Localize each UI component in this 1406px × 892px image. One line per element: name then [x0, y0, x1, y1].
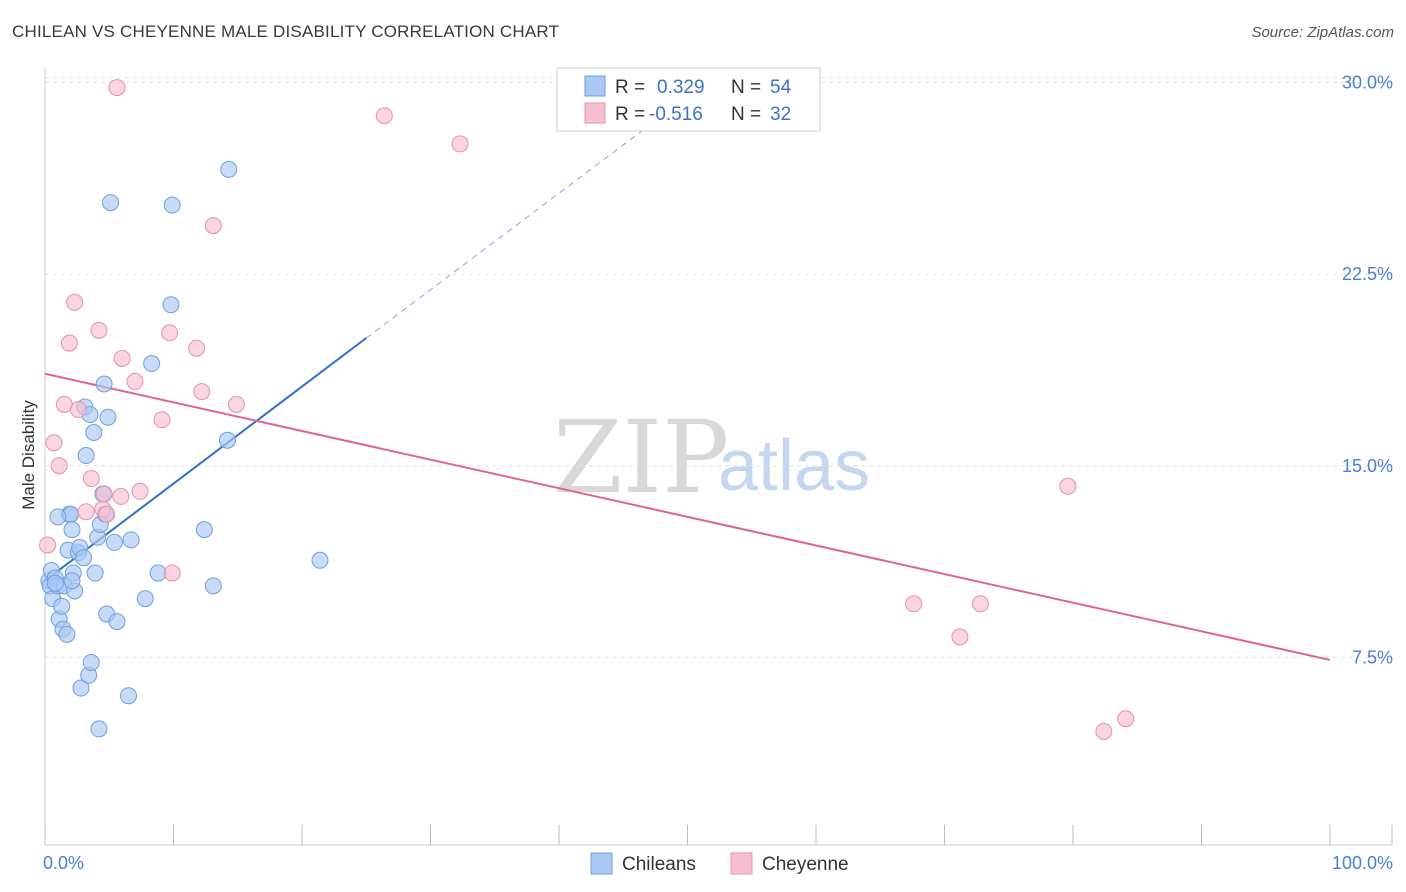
point-cheyenne [131, 482, 149, 500]
point-chileans [311, 551, 329, 569]
point-cheyenne [193, 383, 211, 401]
point-chileans [120, 687, 138, 705]
point-chileans [53, 597, 71, 615]
y-tick-label: 30.0% [1342, 73, 1393, 93]
point-chileans [108, 613, 126, 631]
point-chileans [63, 521, 81, 539]
point-chileans [46, 574, 64, 592]
point-cheyenne [60, 334, 78, 352]
point-cheyenne [161, 324, 179, 342]
point-cheyenne [1059, 477, 1077, 495]
trend-line-cheyenne [44, 372, 1331, 661]
point-cheyenne [113, 349, 131, 367]
legend-swatch-chileans [584, 75, 606, 97]
point-cheyenne [50, 457, 68, 475]
watermark-zip: ZIP [553, 399, 729, 516]
point-chileans [49, 508, 67, 526]
point-chileans [105, 533, 123, 551]
data-points [39, 79, 1135, 740]
point-cheyenne [77, 503, 95, 521]
bottom-legend: Chileans Cheyenne [590, 852, 849, 875]
point-cheyenne [66, 293, 84, 311]
point-chileans [90, 720, 108, 738]
point-chileans [95, 375, 113, 393]
point-chileans [163, 196, 181, 214]
point-chileans [220, 160, 238, 178]
point-chileans [149, 564, 167, 582]
bottom-legend-swatch-chileans [590, 852, 613, 875]
point-cheyenne [98, 505, 116, 523]
point-chileans [86, 564, 104, 582]
point-chileans [72, 679, 90, 697]
point-cheyenne [971, 595, 989, 613]
grid-lines [45, 77, 1392, 658]
point-chileans [99, 408, 117, 426]
point-cheyenne [188, 339, 206, 357]
point-cheyenne [204, 217, 222, 235]
point-cheyenne [55, 395, 73, 413]
point-cheyenne [108, 79, 126, 97]
point-chileans [204, 577, 222, 595]
point-cheyenne [112, 487, 130, 505]
point-cheyenne [95, 485, 113, 503]
point-cheyenne [1117, 710, 1135, 728]
point-cheyenne [69, 401, 87, 419]
trend-lines [44, 120, 1331, 661]
point-cheyenne [90, 321, 108, 339]
point-chileans [122, 531, 140, 549]
point-chileans [195, 521, 213, 539]
point-chileans [82, 653, 100, 671]
point-cheyenne [951, 628, 969, 646]
y-tick-label: 22.5% [1342, 264, 1393, 284]
legend-swatch-cheyenne [584, 102, 606, 124]
trend-line-chileans-extension [365, 120, 656, 339]
point-cheyenne [126, 372, 144, 390]
point-cheyenne [905, 595, 923, 613]
legend-n-label-cheyenne: N = [731, 104, 761, 125]
chart-title: CHILEAN VS CHEYENNE MALE DISABILITY CORR… [12, 22, 560, 41]
y-tick-label: 7.5% [1352, 647, 1393, 667]
point-cheyenne [451, 135, 469, 153]
point-chileans [63, 572, 81, 590]
legend-r-label-cheyenne: R = [615, 104, 645, 125]
point-cheyenne [82, 470, 100, 488]
point-cheyenne [1095, 722, 1113, 740]
legend-n-value-cheyenne: 32 [770, 104, 791, 125]
legend-r-value-chileans: 0.329 [657, 77, 705, 98]
axes: 7.5% 15.0% 22.5% 30.0% 0.0% 100.0% [43, 68, 1393, 873]
point-chileans [143, 355, 161, 373]
point-cheyenne [375, 107, 393, 125]
point-chileans [162, 296, 180, 314]
point-chileans [58, 625, 76, 643]
point-chileans [75, 549, 93, 567]
legend-n-label-chileans: N = [731, 77, 761, 98]
bottom-legend-swatch-cheyenne [730, 852, 753, 875]
point-chileans [136, 590, 154, 608]
y-tick-label: 15.0% [1342, 456, 1393, 476]
point-chileans [218, 431, 236, 449]
legend: R = 0.329 N = 54 R = -0.516 N = 32 [556, 67, 821, 132]
legend-r-label-chileans: R = [615, 77, 645, 98]
point-cheyenne [227, 395, 245, 413]
source-label: Source: ZipAtlas.com [1251, 24, 1394, 41]
point-cheyenne [45, 434, 63, 452]
bottom-legend-chileans: Chileans [622, 854, 696, 875]
y-axis-label: Male Disability [19, 400, 38, 510]
point-cheyenne [153, 411, 171, 429]
x-tick-label: 0.0% [43, 853, 84, 873]
point-cheyenne [39, 536, 57, 554]
point-chileans [85, 424, 103, 442]
bottom-legend-cheyenne: Cheyenne [762, 854, 849, 875]
point-chileans [102, 194, 120, 212]
point-chileans [77, 447, 95, 465]
legend-r-value-cheyenne: -0.516 [649, 104, 703, 125]
point-cheyenne [163, 564, 181, 582]
x-tick-label: 100.0% [1332, 853, 1393, 873]
legend-n-value-chileans: 54 [770, 77, 792, 98]
